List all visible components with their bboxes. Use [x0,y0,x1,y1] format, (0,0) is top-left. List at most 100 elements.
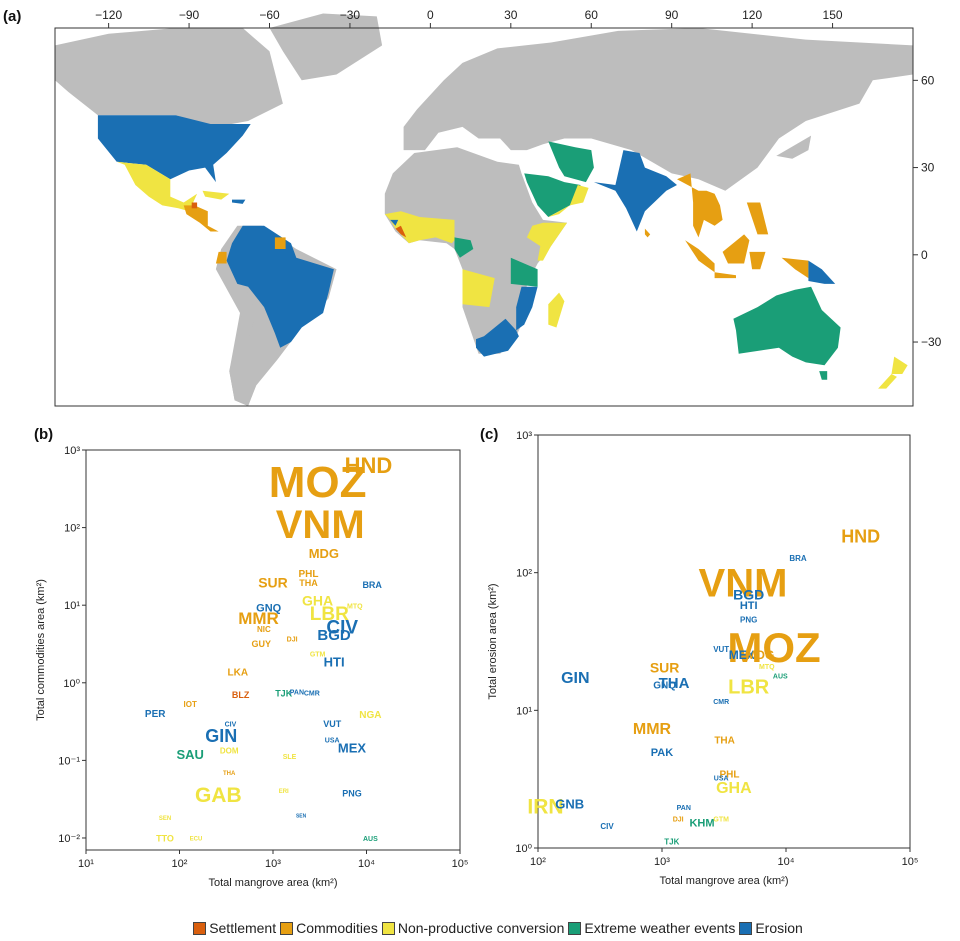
erosion-x-axis-label: Total mangrove area (km²) [660,875,789,887]
erosion-point-label: GTM [713,817,729,824]
west-papua-region [781,257,809,279]
angola-region [462,269,495,308]
commodities-point-label: PNG [342,788,362,798]
commodities-point-label: GAB [195,784,242,807]
commodities-plot-frame [85,449,461,851]
commodities-point-label: PER [145,709,166,720]
commodities-point-label: AUS [363,836,378,843]
java-region [714,272,736,279]
borneo-region [722,234,750,264]
west-africa-region [384,211,455,244]
southeast-asia-region [677,173,723,238]
commodities-x-axis-label: Total mangrove area (km²) [209,877,338,889]
belize-region [191,202,198,209]
erosion-point-label: CIV [600,822,614,831]
map-y-tick-label: 30 [921,161,935,175]
legend-item: Extreme weather events [568,920,735,936]
erosion-y-axis-label: Total erosion area (km²) [487,583,499,699]
map-x-tick-label: 0 [427,8,434,22]
erosion-point-label: GNB [555,797,584,812]
commodities-y-tick-label: 10² [64,523,80,535]
commodities-point-label: SLE [283,754,297,761]
erosion-point-label: VUT [713,645,729,654]
erosion-point-label: GNQ [653,681,676,692]
madagascar-region [548,292,565,328]
commodities-point-label: LKA [228,667,249,678]
commodities-point-label: CIV [326,618,358,639]
map-x-tick-label: −60 [259,8,280,22]
horn-of-africa-region [526,222,568,261]
new-zealand-north-region [891,356,908,374]
saudi-arabia-region [524,173,581,217]
erosion-point-label: TJK [664,837,679,846]
map-x-tick-label: −30 [340,8,361,22]
cameroon-region [454,237,474,258]
ecuador-region [215,251,227,264]
commodities-point-label: IOT [184,700,197,709]
commodities-point-label: THA [223,771,236,777]
commodities-point-label: MMR [238,609,279,628]
commodities-point-label: GUY [252,639,272,649]
legend-item: Non-productive conversion [381,920,565,936]
sri-lanka-region [644,228,651,238]
erosion-y-tick-label: 10² [516,568,532,580]
commodities-point-label: BRA [362,580,382,590]
commodities-y-tick-label: 10⁻¹ [58,755,80,767]
legend-item: Commodities [280,920,378,936]
erosion-point-label: THA [659,675,690,692]
commodities-point-label: NGA [359,710,381,721]
erosion-point-label: CMR [713,699,729,706]
erosion-point-label: BGD [733,586,764,602]
suriname-region [274,237,286,249]
erosion-point-label: MDG [746,648,774,662]
panel-label-b: (b) [34,426,54,443]
commodities-point-label: TJK [275,688,293,698]
hispaniola-region [232,199,246,204]
commodities-point-label: VNM [276,503,365,547]
legend-label: Erosion [755,920,803,936]
commodities-point-label: MDG [309,546,339,561]
india-pakistan-region [593,150,677,232]
central-america-region [183,205,219,232]
commodities-point-label: LBR [310,604,349,625]
commodities-point-label: HND [345,453,393,478]
commodities-point-label: TTO [156,833,174,843]
south-africa-region [476,318,519,357]
legend-label: Extreme weather events [584,920,736,936]
commodities-point-label: ERI [279,789,289,795]
commodities-x-tick-label: 10³ [265,858,281,870]
commodities-y-tick-label: 10³ [64,445,80,457]
panel-label-c: (c) [480,426,499,443]
commodities-point-label: HTI [324,654,345,669]
commodities-point-label: PHL [299,569,319,580]
erosion-point-label: HND [841,526,880,546]
erosion-point-label: THA [714,736,735,747]
erosion-point-label: USA [714,775,729,782]
world-map-chart: −120 −90 −60 −30 0 30 60 90 120 150 60 30 0 −30 [54,8,942,407]
legend-swatch [381,921,395,935]
sulawesi-region [749,251,766,270]
commodities-point-label: SEN [296,814,307,820]
erosion-point-label: DJI [673,817,684,824]
erosion-point-label: MEX [729,648,755,662]
map-x-tick-label: 120 [742,8,762,22]
sierra-leone-region [395,225,407,238]
commodities-point-label: MTQ [347,604,363,611]
commodities-y-tick-label: 10⁻² [58,833,80,845]
yemen-region [548,205,570,217]
commodities-point-label: SAU [176,747,203,762]
map-y-tick-label: 60 [921,73,935,87]
japan-land [776,135,812,159]
commodities-scatter-chart: 10¹ 10² 10³ 10⁴ 10⁵ 10⁻² 10⁻¹ 10⁰ 10¹ 10² 10³ Total… [35,445,468,889]
commodities-point-label: NIC [257,625,271,634]
erosion-point-label: GIN [561,670,589,687]
map-x-tick-label: 150 [823,8,843,22]
legend-label: Non-productive conversion [397,920,565,936]
oman-region [569,185,589,206]
commodities-point-label: CMR [304,691,320,698]
north-america-land [55,28,283,127]
papua-new-guinea-region [808,260,836,284]
commodities-point-label: MEX [338,740,367,755]
mexico-region [116,161,198,212]
legend-swatch [193,921,207,935]
